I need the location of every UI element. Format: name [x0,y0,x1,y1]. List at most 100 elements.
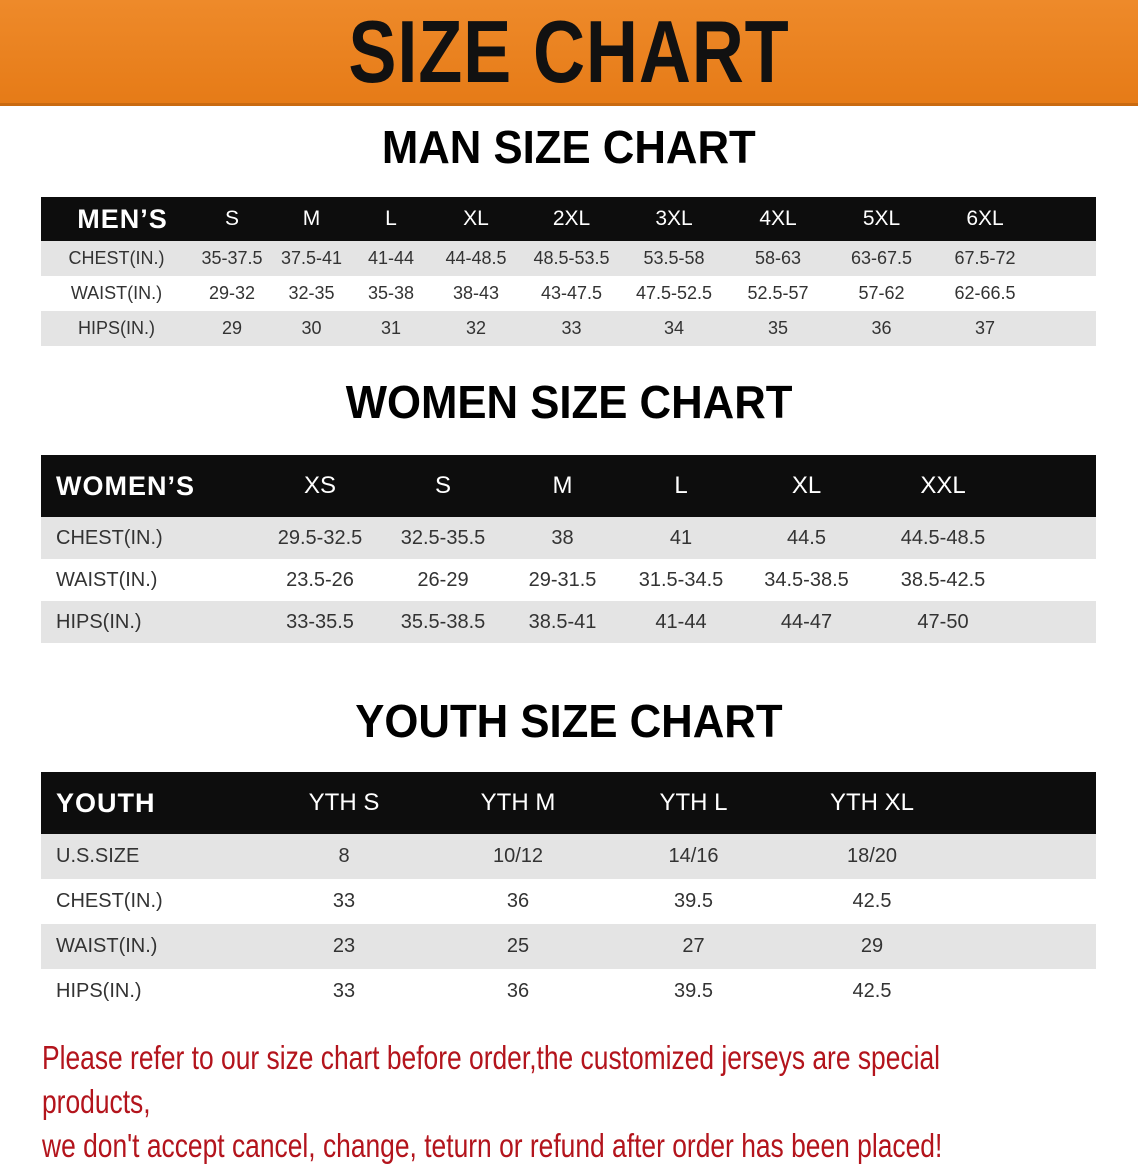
table-row: CHEST(IN.) 29.5-32.5 32.5-35.5 38 41 44.5 44.5… [41,517,1096,559]
table-cell: 39.5 [674,980,713,1002]
row-label: HIPS(IN.) [56,980,142,1002]
table-cell: 42.5 [852,980,892,1002]
size-header-cell: 5XL [862,207,901,230]
table-cell: 47.5-52.5 [635,283,713,303]
size-header-cell: XXL [920,472,966,499]
table-title-cell: MEN’S [77,203,168,234]
size-header-cell: XS [303,472,336,499]
table-cell: 38 [551,526,574,549]
table-header-row: MEN’S S M L XL 2XL 3XL 4XL 5XL 6XL [41,197,1096,241]
table-row: WAIST(IN.) 29-32 32-35 35-38 38-43 43-47.5 47.… [41,276,1096,311]
size-header-cell: 2XL [552,207,591,230]
table-cell: 36 [506,890,530,912]
page-title: SIZE CHART [348,1,790,101]
women-size-table: WOMEN’S XS S M L XL XXL CHEST(IN.) 29.5-32.5 32.5… [41,455,1096,643]
table-cell: 37 [974,318,996,338]
size-header-cell: 4XL [759,207,797,230]
table-header-row: YOUTH YTH S YTH M YTH L YTH XL [41,772,1096,834]
size-header-cell: XL [463,207,489,230]
row-label: WAIST(IN.) [56,935,158,957]
table-cell: 18/20 [846,845,898,867]
table-cell: 33 [332,980,356,1002]
table-cell: 31.5-34.5 [638,568,724,591]
table-cell: 44.5 [787,526,826,549]
table-cell: 67.5-72 [954,248,1016,268]
row-label: CHEST(IN.) [56,526,163,549]
table-cell: 29-32 [208,283,256,303]
table-cell: 31 [380,318,402,338]
table-cell: 37.5-41 [280,248,343,268]
table-cell: 14/16 [668,845,719,867]
men-size-table: MEN’S S M L XL 2XL 3XL 4XL 5XL 6XL CHEST(IN.) 35-37… [41,197,1096,346]
table-cell: 26-29 [417,568,469,591]
size-header-cell: L [385,207,397,230]
row-label: HIPS(IN.) [56,610,142,633]
table-cell: 27 [682,935,705,957]
size-header-cell: 3XL [655,207,693,230]
table-cell: 38-43 [452,283,500,303]
table-cell: 29 [860,935,884,957]
table-cell: 29 [221,318,243,338]
table-cell: 57-62 [858,283,905,303]
table-cell: 48.5-53.5 [533,248,610,268]
table-cell: 53.5-58 [643,248,705,268]
table-row: CHEST(IN.) 35-37.5 37.5-41 41-44 44-48.5 48.5… [41,241,1096,276]
table-cell: 44.5-48.5 [900,526,986,549]
table-cell: 42.5 [852,890,892,912]
table-row: HIPS(IN.) 33 36 39.5 42.5 [41,969,1096,1014]
table-cell: 30 [301,318,322,338]
table-cell: 23.5-26 [286,568,354,591]
title-banner: SIZE CHART [0,0,1138,106]
table-cell: 43-47.5 [540,283,603,303]
table-cell: 41 [669,526,693,549]
notice-line: we don't accept cancel, change, teturn o… [42,1127,943,1164]
table-cell: 44-47 [780,610,833,633]
size-header-cell: S [434,472,451,499]
table-cell: 32-35 [288,283,335,303]
table-cell: 52.5-57 [747,283,809,303]
table-cell: 47-50 [917,610,969,633]
size-header-cell: YTH S [308,789,380,816]
table-cell: 33-35.5 [286,610,354,633]
youth-section-title: YOUTH SIZE CHART [355,695,783,747]
table-cell: 35-38 [367,283,415,303]
table-row: WAIST(IN.) 23 25 27 29 [41,924,1096,969]
table-cell: 33 [332,890,356,912]
table-cell: 33 [561,318,582,338]
size-header-cell: M [552,472,573,499]
table-row: HIPS(IN.) 33-35.5 35.5-38.5 38.5-41 41-44 44-… [41,601,1096,643]
size-header-cell: YTH XL [829,789,915,816]
table-cell: 34 [663,318,685,338]
table-cell: 39.5 [674,890,713,912]
table-header-row: WOMEN’S XS S M L XL XXL [41,455,1096,517]
table-cell: 34.5-38.5 [764,568,849,591]
table-row: WAIST(IN.) 23.5-26 26-29 29-31.5 31.5-34.5 34… [41,559,1096,601]
table-cell: 8 [338,845,350,867]
table-cell: 23 [332,935,356,957]
row-label: CHEST(IN.) [68,248,165,268]
size-header-cell: S [224,207,239,230]
youth-size-table: YOUTH YTH S YTH M YTH L YTH XL U.S.SIZE 8 10/12… [41,772,1096,1014]
size-header-cell: YTH M [480,789,556,816]
table-cell: 35.5-38.5 [400,610,486,633]
men-section-title: MAN SIZE CHART [382,121,756,173]
table-cell: 32 [465,318,487,338]
row-label: CHEST(IN.) [56,890,163,912]
table-cell: 41-44 [655,610,707,633]
table-row: U.S.SIZE 8 10/12 14/16 18/20 [41,834,1096,879]
table-cell: 36 [506,980,530,1002]
table-cell: 38.5-42.5 [900,568,986,591]
table-cell: 36 [871,318,892,338]
table-cell: 32.5-35.5 [400,526,486,549]
table-title-cell: WOMEN’S [56,470,195,501]
table-row: HIPS(IN.) 29 30 31 32 33 34 35 36 37 [41,311,1096,346]
size-header-cell: XL [791,472,822,499]
table-cell: 29-31.5 [528,568,597,591]
size-header-cell: M [302,207,321,230]
women-section-title: WOMEN SIZE CHART [345,376,793,428]
table-cell: 63-67.5 [850,248,913,268]
table-cell: 41-44 [367,248,415,268]
table-cell: 62-66.5 [954,283,1016,303]
order-notice: Please refer to our size chart before or… [42,1036,1002,1168]
table-row: CHEST(IN.) 33 36 39.5 42.5 [41,879,1096,924]
